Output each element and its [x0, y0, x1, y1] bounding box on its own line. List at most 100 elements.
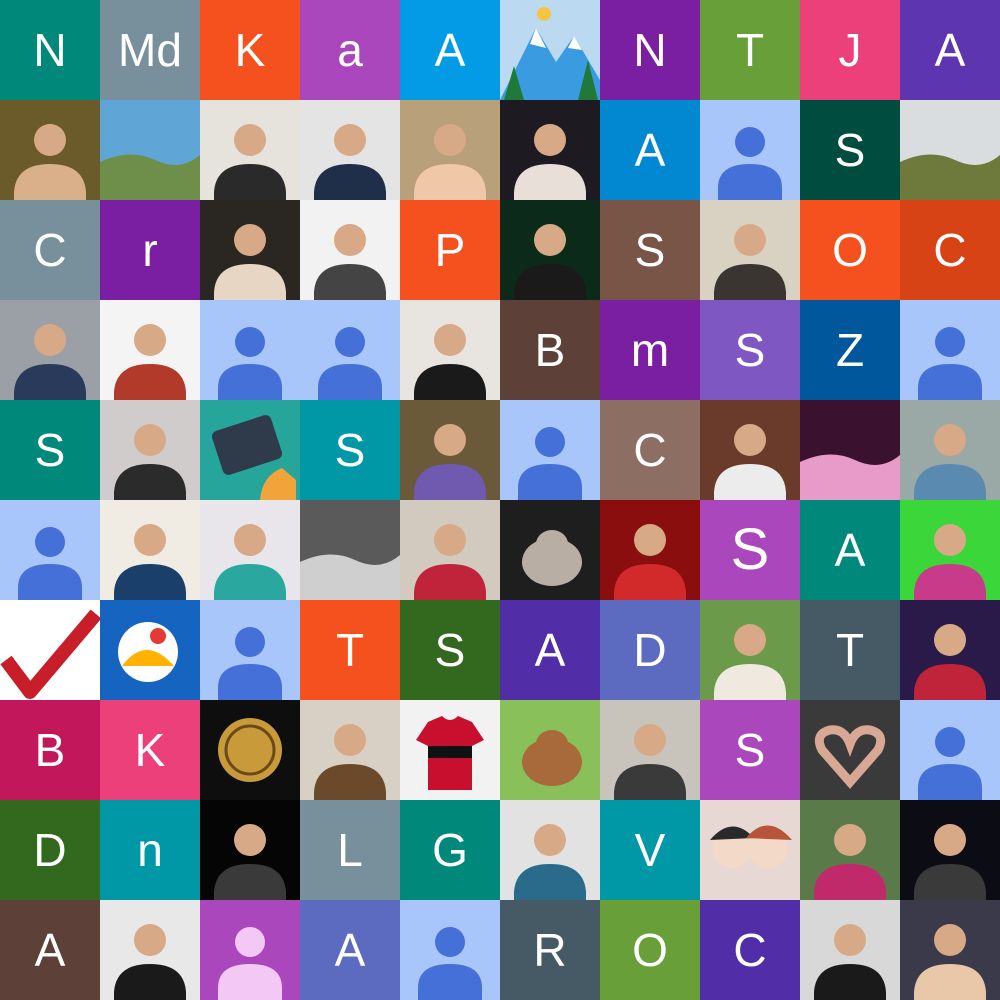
photo-avatar-tile [400, 700, 500, 800]
default-person-icon [518, 427, 582, 500]
person-photo-icon [300, 200, 400, 300]
person-photo-icon [900, 900, 1000, 1000]
avatar-initial: K [134, 724, 166, 776]
photo-avatar-tile [500, 500, 600, 600]
emblem-photo-icon [200, 700, 300, 800]
avatar-initial: n [137, 824, 163, 876]
letter-avatar-tile: A [900, 0, 1000, 100]
letter-avatar-tile: T [800, 600, 900, 700]
letter-avatar-tile: C [700, 900, 800, 1000]
photo-avatar-tile [0, 600, 100, 700]
person-photo-icon [300, 700, 400, 800]
photo-avatar-tile [200, 500, 300, 600]
photo-avatar-tile [900, 600, 1000, 700]
photo-avatar-tile [900, 100, 1000, 200]
default-person-icon [718, 127, 782, 200]
default-person-icon [318, 327, 382, 400]
photo-avatar-tile [600, 700, 700, 800]
person-photo-icon [800, 800, 900, 900]
avatar-initial: S [34, 424, 66, 476]
avatar-initial: S [734, 724, 766, 776]
avatar-initial: D [33, 824, 67, 876]
letter-avatar-tile: K [200, 0, 300, 100]
photo-avatar-tile [200, 100, 300, 200]
avatar-initial: A [34, 924, 66, 976]
avatar-initial: O [632, 924, 668, 976]
photo-avatar-tile [200, 700, 300, 800]
avatar-initial: S [834, 124, 866, 176]
person-photo-icon [100, 900, 200, 1000]
landscape-photo-icon [100, 100, 200, 200]
avatar-initial: N [33, 24, 67, 76]
logo-illustration-icon [100, 600, 200, 700]
photo-avatar-tile [700, 800, 800, 900]
avatar-initial: C [633, 424, 667, 476]
avatar-initial: L [337, 824, 363, 876]
person-photo-icon [100, 500, 200, 600]
avatar-initial: O [832, 224, 868, 276]
person-photo-icon [900, 600, 1000, 700]
person-photo-icon [700, 600, 800, 700]
person-photo-icon [900, 400, 1000, 500]
photo-avatar-tile [100, 900, 200, 1000]
letter-avatar-tile: P [400, 200, 500, 300]
avatar-initial: B [534, 324, 566, 376]
photo-avatar-tile [200, 400, 300, 500]
letter-avatar-tile: A [500, 600, 600, 700]
letter-avatar-tile: A [300, 900, 400, 1000]
default-person-icon [218, 327, 282, 400]
person-photo-icon [500, 200, 600, 300]
letter-avatar-tile: T [300, 600, 400, 700]
letter-avatar-tile: S [700, 500, 800, 600]
photo-avatar-tile [500, 700, 600, 800]
letter-avatar-tile: L [300, 800, 400, 900]
default-avatar-tile [400, 900, 500, 1000]
avatar-initial: B [34, 724, 66, 776]
default-person-icon [918, 327, 982, 400]
photo-avatar-tile [100, 600, 200, 700]
avatar-initial: A [834, 524, 866, 576]
person-photo-icon [100, 300, 200, 400]
landscape-photo-icon [300, 500, 400, 600]
photo-avatar-tile [300, 200, 400, 300]
photo-avatar-tile [900, 900, 1000, 1000]
anime-illustration-icon [700, 800, 800, 900]
letter-avatar-tile: a [300, 0, 400, 100]
letter-avatar-tile: S [300, 400, 400, 500]
letter-avatar-tile: Md [100, 0, 200, 100]
photo-avatar-tile [800, 900, 900, 1000]
photo-avatar-tile [500, 200, 600, 300]
letter-avatar-tile: A [800, 500, 900, 600]
default-person-icon [418, 927, 482, 1000]
avatar-initial: A [534, 624, 566, 676]
photo-avatar-tile [800, 400, 900, 500]
avatar-initial: Md [118, 24, 182, 76]
letter-avatar-tile: S [700, 300, 800, 400]
letter-avatar-tile: S [400, 600, 500, 700]
person-photo-icon [100, 400, 200, 500]
photo-avatar-tile [600, 500, 700, 600]
person-photo-icon [300, 100, 400, 200]
photo-avatar-tile [700, 600, 800, 700]
letter-avatar-tile: A [600, 100, 700, 200]
photo-avatar-tile [200, 800, 300, 900]
letter-avatar-tile: R [500, 900, 600, 1000]
letter-avatar-tile: K [100, 700, 200, 800]
letter-avatar-tile: C [900, 200, 1000, 300]
default-avatar-tile [700, 100, 800, 200]
default-avatar-tile [900, 300, 1000, 400]
photo-avatar-tile [100, 100, 200, 200]
letter-avatar-tile: Z [800, 300, 900, 400]
default-person-icon [218, 927, 282, 1000]
photo-avatar-tile [500, 800, 600, 900]
default-person-icon [218, 627, 282, 700]
person-photo-icon [500, 100, 600, 200]
letter-avatar-tile: m [600, 300, 700, 400]
photo-avatar-tile [100, 400, 200, 500]
letter-avatar-tile: S [600, 200, 700, 300]
hands-heart-photo-icon [800, 700, 900, 800]
avatar-initial: C [33, 224, 67, 276]
letter-avatar-tile: V [600, 800, 700, 900]
photo-avatar-tile [700, 200, 800, 300]
photo-avatar-tile [200, 200, 300, 300]
